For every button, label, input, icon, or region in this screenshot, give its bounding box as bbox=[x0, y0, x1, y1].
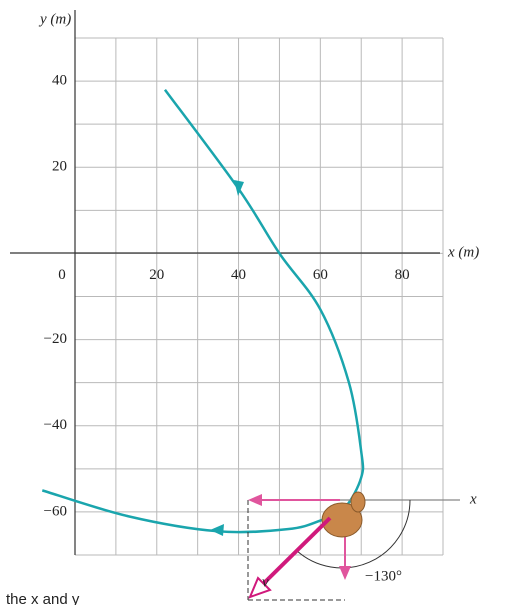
y-tick-label: −40 bbox=[44, 417, 67, 433]
curve-arrow bbox=[210, 524, 224, 536]
rabbit-head bbox=[350, 491, 366, 513]
velocity-label: v bbox=[262, 574, 269, 590]
x-tick-label: 0 bbox=[58, 267, 66, 283]
x-tick-label: 80 bbox=[395, 267, 410, 283]
caption: the x and y bbox=[6, 591, 80, 605]
vx-arrowhead bbox=[248, 494, 262, 506]
x-axis-label: x (m) bbox=[447, 244, 479, 260]
local-axis-label: x bbox=[469, 491, 477, 507]
curve-arrow bbox=[234, 180, 244, 196]
y-tick-label: 20 bbox=[52, 159, 67, 175]
rabbit bbox=[321, 502, 363, 538]
velocity-vector bbox=[260, 516, 332, 587]
y-tick-label: 40 bbox=[52, 73, 67, 89]
trajectory-line bbox=[41, 88, 365, 534]
y-tick-label: −60 bbox=[44, 503, 67, 519]
y-axis-label: y (m) bbox=[38, 11, 71, 27]
x-tick-label: 40 bbox=[231, 267, 246, 283]
caption-box bbox=[0, 584, 232, 605]
vy-arrowhead bbox=[339, 566, 351, 580]
velocity-arrowhead bbox=[248, 576, 272, 599]
trajectory bbox=[41, 88, 365, 534]
angle-label: −130° bbox=[365, 568, 402, 584]
x-tick-label: 20 bbox=[149, 267, 164, 283]
x-tick-label: 60 bbox=[313, 267, 328, 283]
angle-arc bbox=[295, 499, 411, 569]
y-tick-label: −20 bbox=[44, 331, 67, 347]
